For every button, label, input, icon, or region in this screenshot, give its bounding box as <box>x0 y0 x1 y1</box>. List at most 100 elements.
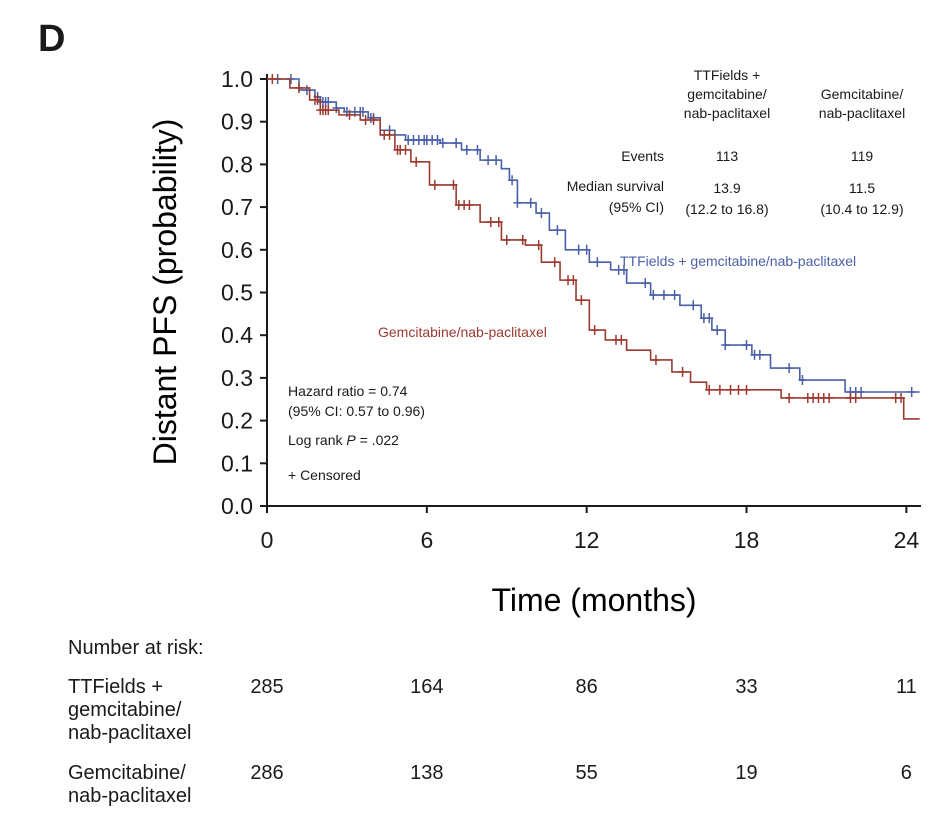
censor-mark <box>332 103 341 114</box>
series-label-ttfields: TTFields + gemcitabine/nab-paclitaxel <box>620 253 857 269</box>
series-label-gem: Gemcitabine/nab-paclitaxel <box>378 324 547 340</box>
x-tick-label: 18 <box>734 527 760 553</box>
censor-mark <box>553 225 562 236</box>
risk-value: 33 <box>735 676 758 698</box>
censor-mark <box>534 240 543 251</box>
hazard-ratio-ci: (95% CI: 0.57 to 0.96) <box>288 403 425 419</box>
risk-title: Number at risk: <box>68 637 204 659</box>
curves <box>267 74 920 420</box>
censor-mark <box>798 375 807 386</box>
censor-mark <box>313 94 322 105</box>
censor-mark <box>649 290 658 301</box>
censor-mark <box>825 392 834 403</box>
censor-mark <box>462 144 471 155</box>
censor-mark <box>641 278 650 289</box>
x-tick-label: 24 <box>894 527 920 553</box>
risk-value: 164 <box>410 676 444 698</box>
risk-value: 11 <box>895 676 917 698</box>
censor-mark <box>590 325 599 336</box>
risk-label-gem: Gemcitabine/ nab-paclitaxel <box>68 762 191 808</box>
censor-mark <box>659 290 668 301</box>
risk-value: 285 <box>250 676 284 698</box>
y-tick-label: 1.0 <box>221 66 253 92</box>
risk-value: 19 <box>735 762 758 784</box>
y-tick-label: 0.0 <box>221 493 253 519</box>
y-tick-label: 0.8 <box>221 151 253 177</box>
ci-value: (10.4 to 12.9) <box>820 201 904 217</box>
median-value: 11.5 <box>848 180 876 196</box>
censor-mark <box>593 257 602 268</box>
censor-mark <box>897 392 906 403</box>
censor-mark <box>412 156 421 167</box>
censor-mark <box>705 313 714 324</box>
median-gem: 11.5 (10.4 to 12.9) <box>802 178 922 220</box>
censor-mark <box>486 217 495 228</box>
censor-mark <box>582 244 591 255</box>
censor-mark <box>518 234 527 245</box>
censor-mark <box>857 386 866 397</box>
hazard-ratio: Hazard ratio = 0.74 <box>288 383 408 399</box>
censor-mark <box>449 179 458 190</box>
risk-label-ttfields: TTFields + gemcitabine/ nab-paclitaxel <box>68 676 191 745</box>
censor-mark <box>268 74 277 84</box>
log-rank-value: = .022 <box>355 432 399 448</box>
censor-mark <box>734 384 743 395</box>
axes: 0.0 0.1 0.2 0.3 0.4 0.5 0.6 0.7 0.8 0.9 1.0 0 6 12 18 2… <box>221 66 921 553</box>
censor-mark <box>294 82 303 93</box>
y-tick-label: 0.6 <box>221 237 253 263</box>
x-tick-label: 6 <box>420 527 433 553</box>
censor-mark <box>755 349 764 360</box>
risk-label-line: gemcitabine/ <box>68 699 182 721</box>
km-curve-gemcitabine <box>267 78 920 420</box>
censor-mark <box>851 392 860 403</box>
censor-mark <box>574 244 583 255</box>
censor-mark <box>369 114 378 125</box>
header-line: nab-paclitaxel <box>818 105 906 121</box>
censor-mark <box>785 363 794 374</box>
censor-mark <box>345 109 354 120</box>
panel-label: D <box>38 18 66 60</box>
censor-mark <box>721 340 730 351</box>
censor-mark <box>742 340 751 351</box>
median-label: Median survival <box>566 178 664 194</box>
risk-value: 86 <box>575 676 598 698</box>
events-gem: 119 <box>850 148 874 164</box>
censor-mark <box>550 257 559 268</box>
header-line: nab-paclitaxel <box>683 105 771 121</box>
censor-mark <box>473 144 482 155</box>
events-label: Events <box>621 148 664 164</box>
header-gem: Gemcitabine/ nab-paclitaxel <box>802 85 922 123</box>
censor-mark <box>438 138 447 149</box>
censor-mark <box>689 300 698 311</box>
header-line: Gemcitabine/ <box>820 86 904 102</box>
censor-mark <box>358 106 367 117</box>
header-ttfields: TTFields + gemcitabine/ nab-paclitaxel <box>667 66 787 123</box>
censor-mark <box>385 129 394 140</box>
censor-mark <box>907 386 916 397</box>
censor-mark <box>452 138 461 149</box>
censor-mark <box>494 217 503 228</box>
header-line: gemcitabine/ <box>687 86 767 102</box>
censor-mark <box>433 135 442 146</box>
censor-mark <box>401 144 410 155</box>
risk-value: 138 <box>410 762 444 784</box>
y-tick-label: 0.1 <box>221 450 253 476</box>
censor-mark <box>670 290 679 301</box>
y-tick-label: 0.4 <box>221 322 253 348</box>
censor-mark <box>492 155 501 166</box>
x-tick-label: 0 <box>261 527 274 553</box>
censor-mark <box>617 334 626 345</box>
censor-mark <box>508 175 517 186</box>
censor-mark <box>502 234 511 245</box>
median-value: 13.9 <box>713 180 741 196</box>
log-rank: Log rank P = .022 <box>288 432 399 448</box>
log-rank-p: P <box>346 432 356 448</box>
y-tick-label: 0.7 <box>221 194 253 220</box>
risk-value: 6 <box>900 762 912 784</box>
y-tick-label: 0.5 <box>221 280 253 306</box>
censor-mark <box>430 179 439 190</box>
header-line: TTFields + <box>693 67 761 83</box>
x-tick-label: 12 <box>574 527 600 553</box>
events-ttf: 113 <box>715 148 739 164</box>
